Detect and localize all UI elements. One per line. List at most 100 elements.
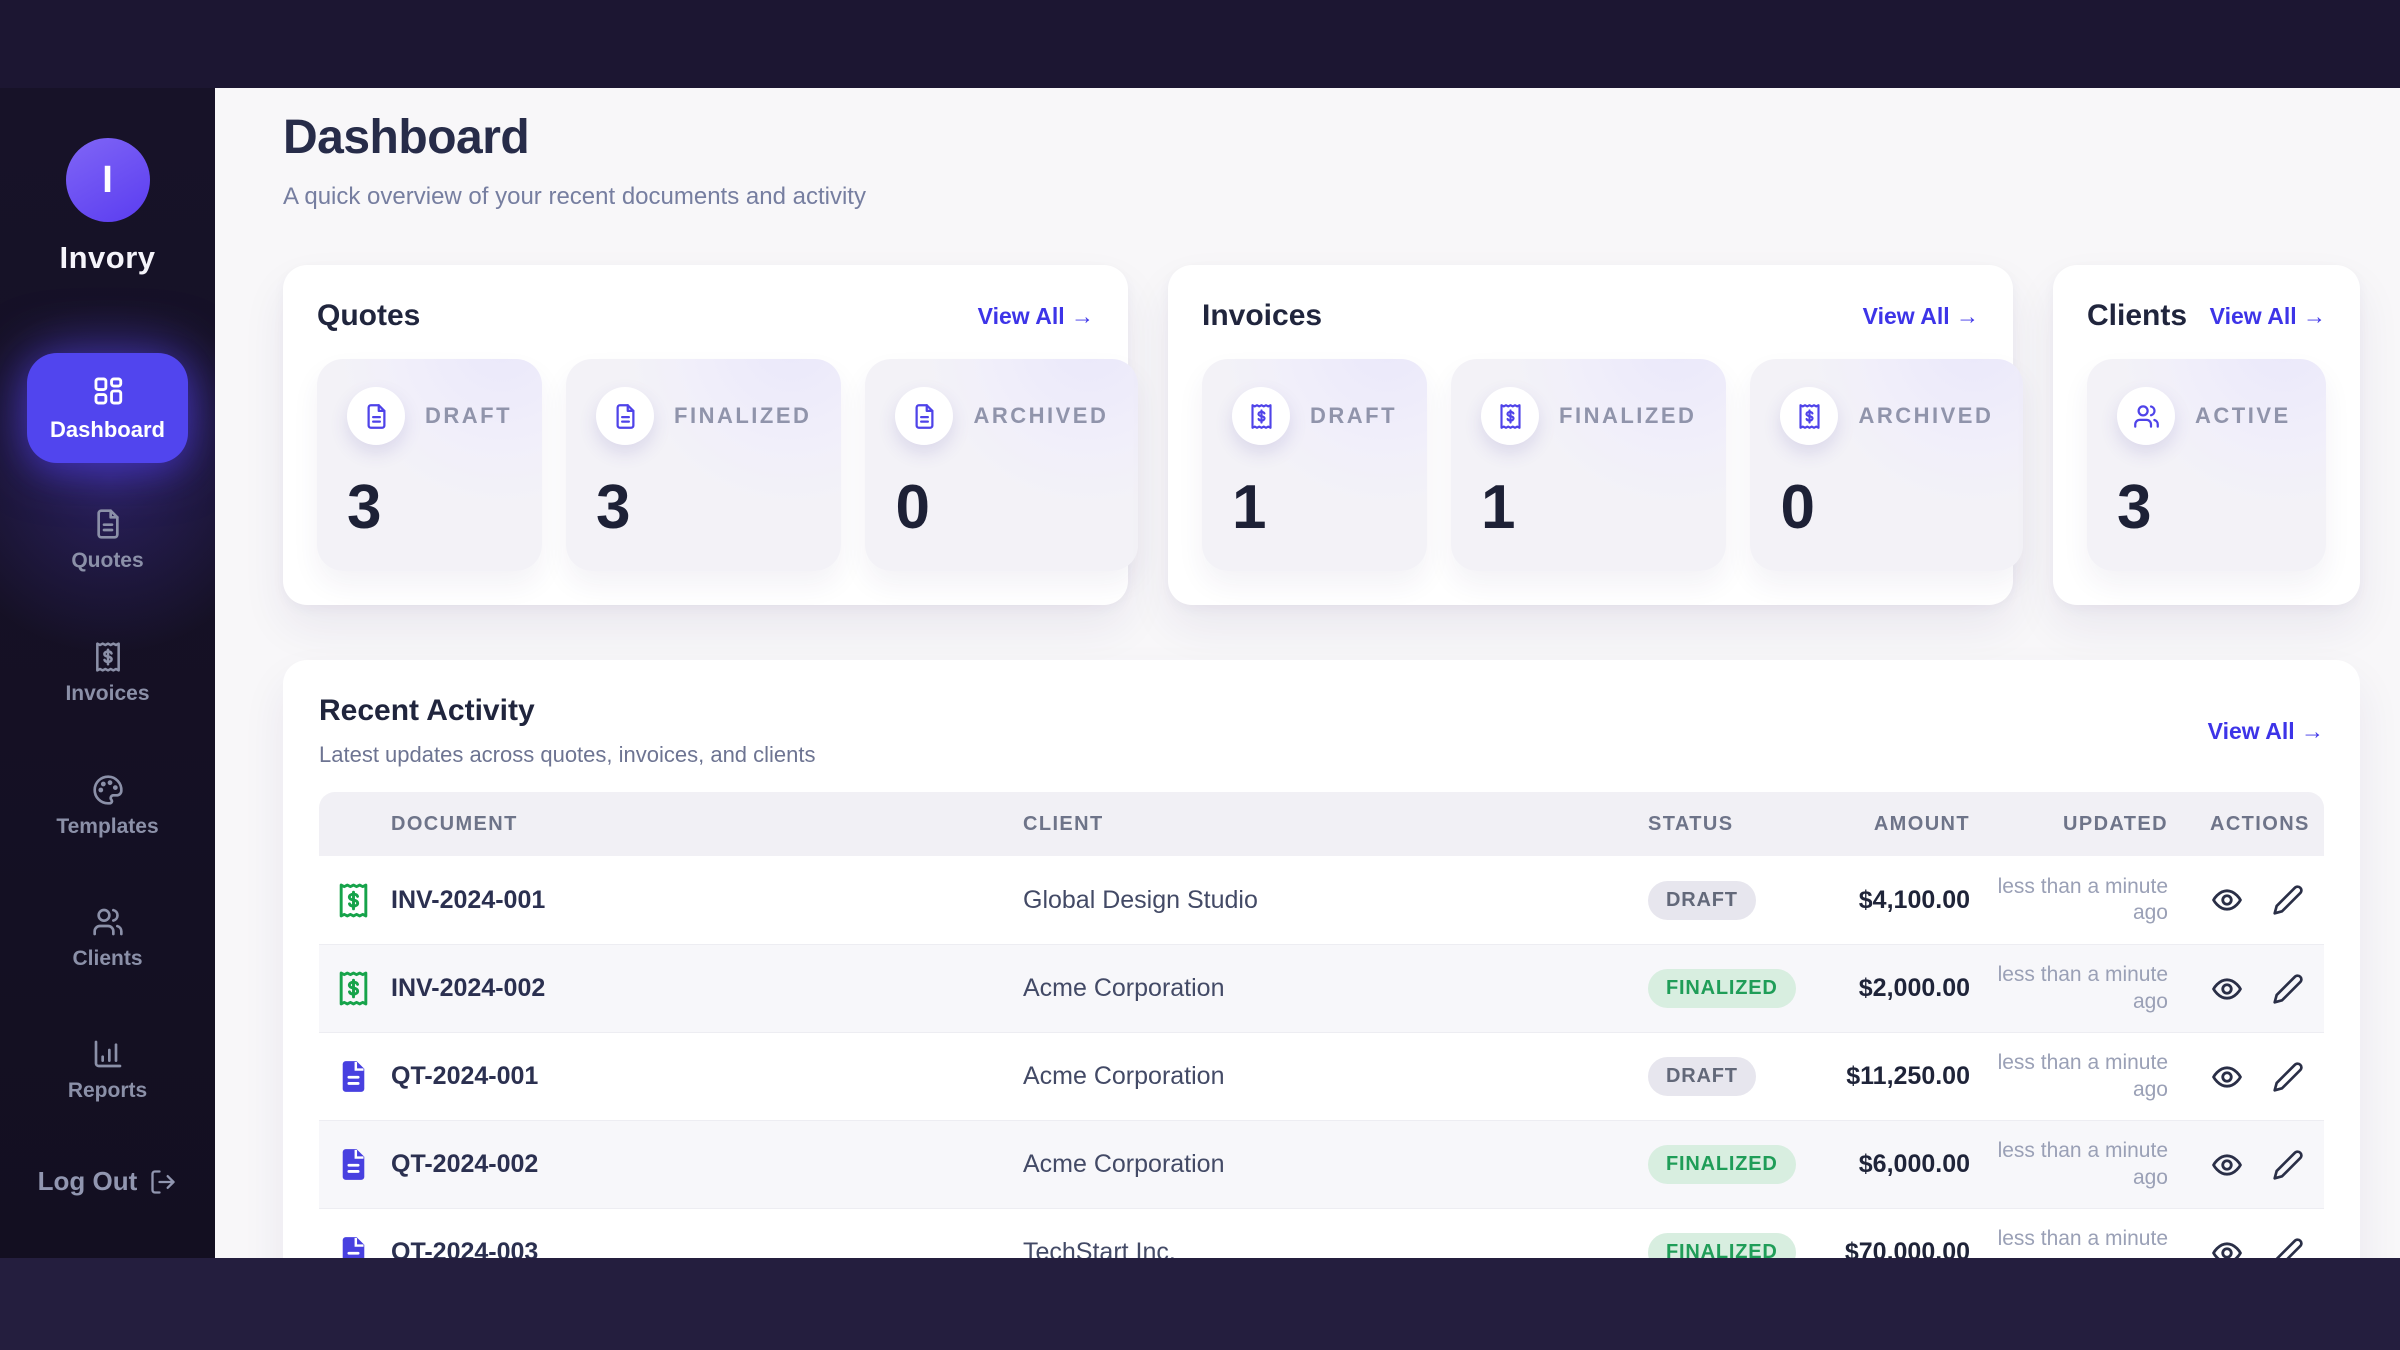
- document-id: QT-2024-001: [391, 1062, 539, 1090]
- clients-card: Clients View All → ACTIVE 3: [2053, 265, 2360, 605]
- receipt-icon: [335, 882, 391, 919]
- amount: $4,100.00: [1858, 885, 1970, 914]
- page-title: Dashboard: [283, 111, 530, 164]
- status-badge: DRAFT: [1648, 1057, 1756, 1096]
- status-badge: FINALIZED: [1648, 969, 1796, 1008]
- edit-button[interactable]: [2272, 1060, 2306, 1094]
- pencil-icon: [2273, 1149, 2303, 1180]
- updated-time: less than a minute ago: [1997, 963, 2168, 1013]
- stat-cards-row: Quotes View All → DRAFT 3 FINA: [283, 265, 2360, 605]
- quotes-finalized-tile: FINALIZED 3: [566, 359, 842, 571]
- file-text-icon: [335, 1058, 391, 1095]
- view-button[interactable]: [2210, 972, 2244, 1006]
- stat-value: 1: [1481, 473, 1516, 542]
- sidebar-item-clients[interactable]: Clients: [0, 906, 215, 971]
- column-header-client: CLIENT: [1023, 812, 1104, 835]
- updated-time: less than a minute ago: [1997, 1227, 2168, 1258]
- amount: $2,000.00: [1858, 974, 1970, 1002]
- table-row: INV-2024-001 Global Design Studio DRAFT …: [319, 856, 2324, 944]
- stat-value: 3: [2117, 473, 2152, 542]
- quotes-view-all-link[interactable]: View All →: [977, 302, 1094, 329]
- sidebar-item-reports[interactable]: Reports: [0, 1038, 215, 1103]
- invoices-view-all-link[interactable]: View All →: [1862, 302, 1979, 329]
- log-out-label: Log Out: [37, 1166, 138, 1196]
- bottom-band: [0, 1258, 2400, 1350]
- client-name: Acme Corporation: [1023, 1150, 1225, 1178]
- users-icon: [92, 908, 123, 936]
- column-header-amount: AMOUNT: [1873, 812, 1970, 835]
- app-logo-letter: I: [102, 158, 113, 201]
- quotes-archived-tile: ARCHIVED 0: [865, 359, 1139, 571]
- updated-time: less than a minute ago: [1997, 874, 2168, 924]
- dashboard-grid-icon: [94, 377, 122, 404]
- receipt-icon: [335, 970, 391, 1007]
- file-text-icon: [347, 387, 405, 445]
- stat-value: 0: [895, 473, 930, 542]
- updated-time: less than a minute ago: [1997, 1051, 2168, 1101]
- invoices-archived-tile: ARCHIVED 0: [1750, 359, 2024, 571]
- invoices-finalized-tile: FINALIZED 1: [1451, 359, 1727, 571]
- sidebar-item-label: Reports: [67, 1079, 148, 1102]
- sidebar-item-templates[interactable]: Templates: [0, 774, 215, 839]
- eye-icon: [2212, 977, 2242, 1000]
- stat-label: DRAFT: [1310, 403, 1398, 428]
- eye-icon: [2212, 889, 2242, 911]
- view-button[interactable]: [2210, 1060, 2244, 1094]
- column-header-document: DOCUMENT: [391, 812, 518, 835]
- amount: $70,000.00: [1844, 1238, 1970, 1258]
- stat-label: DRAFT: [425, 403, 513, 428]
- receipt-icon: [95, 642, 120, 672]
- invoices-card: Invoices View All → DRAFT 1 FI: [1168, 265, 2024, 605]
- stat-value: 0: [1780, 473, 1815, 542]
- edit-button[interactable]: [2272, 972, 2306, 1006]
- stat-value: 3: [347, 473, 382, 542]
- view-button[interactable]: [2210, 1148, 2244, 1182]
- pencil-icon: [2273, 1061, 2303, 1092]
- sidebar-item-label: Templates: [56, 815, 159, 838]
- view-button[interactable]: [2210, 1236, 2244, 1258]
- table-row: QT-2024-002 Acme Corporation FINALIZED $…: [319, 1120, 2324, 1208]
- sidebar-item-label: Invoices: [65, 682, 150, 705]
- edit-button[interactable]: [2272, 1148, 2306, 1182]
- stat-label: ARCHIVED: [973, 403, 1109, 428]
- eye-icon: [2212, 1153, 2242, 1176]
- recent-activity-subtitle: Latest updates across quotes, invoices, …: [319, 742, 816, 767]
- main-content: Dashboard A quick overview of your recen…: [215, 88, 2400, 1258]
- document-id: QT-2024-003: [391, 1238, 539, 1258]
- quotes-draft-tile: DRAFT 3: [317, 359, 543, 571]
- edit-button[interactable]: [2272, 883, 2306, 917]
- sidebar-item-dashboard[interactable]: Dashboard: [27, 353, 188, 463]
- status-badge: FINALIZED: [1648, 1145, 1796, 1184]
- bar-chart-icon: [94, 1040, 121, 1068]
- stat-label: FINALIZED: [674, 403, 812, 428]
- status-badge: DRAFT: [1648, 880, 1756, 920]
- eye-icon: [2212, 1241, 2242, 1258]
- stat-label: ACTIVE: [2195, 403, 2291, 428]
- client-name: Acme Corporation: [1023, 974, 1225, 1002]
- clients-card-title: Clients: [2087, 299, 2188, 332]
- stat-value: 1: [1232, 473, 1267, 542]
- sidebar-item-invoices[interactable]: Invoices: [0, 641, 215, 706]
- table-row: INV-2024-002 Acme Corporation FINALIZED …: [319, 944, 2324, 1032]
- table-row: QT-2024-001 Acme Corporation DRAFT $11,2…: [319, 1032, 2324, 1120]
- updated-time: less than a minute ago: [1997, 1139, 2168, 1189]
- column-header-actions: ACTIONS: [2210, 812, 2310, 835]
- sidebar-item-quotes[interactable]: Quotes: [0, 508, 215, 573]
- app-name: Invory: [59, 240, 156, 275]
- document-id: QT-2024-002: [391, 1150, 539, 1178]
- amount: $6,000.00: [1858, 1150, 1970, 1178]
- stat-label: FINALIZED: [1559, 403, 1697, 428]
- sidebar-item-label: Dashboard: [50, 416, 165, 442]
- receipt-icon: [1481, 387, 1540, 445]
- recent-activity-view-all-link[interactable]: View All →: [2207, 717, 2324, 744]
- stat-label: ARCHIVED: [1858, 403, 1994, 428]
- sidebar-item-label: Clients: [72, 947, 143, 970]
- edit-button[interactable]: [2272, 1236, 2306, 1258]
- pencil-icon: [2273, 885, 2303, 915]
- clients-view-all-link[interactable]: View All →: [2209, 302, 2326, 329]
- receipt-icon: [1780, 387, 1839, 445]
- view-button[interactable]: [2210, 883, 2244, 917]
- invoices-card-title: Invoices: [1202, 299, 1323, 332]
- log-out-button[interactable]: Log Out: [0, 1166, 215, 1197]
